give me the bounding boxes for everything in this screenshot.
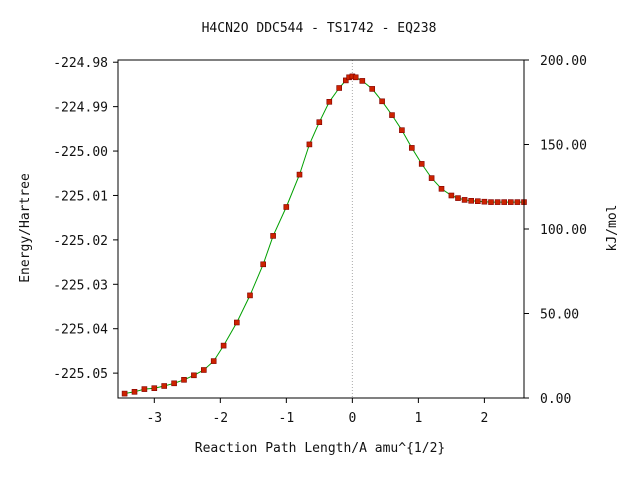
x-tick-label: 2 — [480, 411, 488, 426]
data-point — [141, 386, 148, 392]
data-point — [379, 98, 385, 105]
data-point — [161, 383, 167, 389]
data-point — [151, 385, 158, 392]
axis-ticks: -3 -2 -1 0 1 2 -224.98 -224.99 -225.00 -225.01 -22… — [53, 54, 587, 426]
y-axis-label: Energy/Hartree — [18, 173, 33, 283]
y-tick-label: -225.01 — [53, 189, 108, 204]
y-tick-label: -225.03 — [53, 278, 108, 293]
y2-tick-label: 50.00 — [540, 308, 579, 323]
x-tick-label: -3 — [146, 411, 162, 426]
y-tick-label: -224.98 — [53, 56, 108, 71]
data-point — [474, 198, 481, 204]
data-point — [494, 199, 501, 205]
series-line — [124, 75, 524, 395]
data-point — [121, 390, 128, 397]
data-point — [455, 195, 461, 201]
y2-tick-label: 100.00 — [540, 223, 587, 238]
data-point — [488, 199, 494, 205]
y-tick-label: -224.99 — [53, 101, 108, 116]
y2-tick-label: 0.00 — [540, 392, 571, 407]
plot-frame — [117, 59, 525, 399]
y2-tick-label: 150.00 — [540, 139, 587, 154]
y-tick-label: -225.02 — [53, 234, 108, 249]
data-point — [326, 99, 333, 105]
data-point — [201, 367, 207, 373]
chart-title: H4CN2O DDC544 - TS1742 - EQ238 — [202, 21, 437, 36]
data-point — [283, 204, 290, 210]
data-point — [191, 372, 197, 379]
data-point — [408, 145, 415, 151]
data-point — [438, 186, 445, 192]
x-tick-label: 1 — [414, 411, 422, 426]
data-point — [131, 388, 138, 395]
data-point — [220, 342, 227, 349]
data-point — [306, 141, 313, 148]
y2-tick-label: 200.00 — [540, 54, 587, 69]
data-point — [359, 78, 366, 84]
data-point — [399, 127, 405, 133]
data-point — [481, 198, 488, 205]
data-point — [247, 292, 253, 299]
data-point — [514, 199, 521, 205]
x-tick-label: 0 — [348, 411, 356, 426]
data-series — [121, 73, 527, 397]
y2-axis-label: kJ/mol — [605, 205, 620, 252]
data-point — [501, 199, 508, 205]
data-point — [171, 380, 177, 387]
data-point — [418, 161, 425, 167]
x-tick-label: -2 — [212, 411, 228, 426]
data-point — [448, 192, 455, 199]
data-point — [507, 199, 514, 205]
data-point — [352, 74, 359, 81]
y-tick-label: -225.04 — [53, 323, 108, 338]
data-point — [260, 261, 267, 268]
data-point — [316, 119, 323, 125]
y-tick-label: -225.05 — [53, 367, 108, 382]
data-point — [296, 171, 303, 178]
data-point — [369, 86, 376, 92]
data-point — [270, 233, 276, 239]
x-tick-label: -1 — [279, 411, 295, 426]
y-tick-label: -225.00 — [53, 145, 108, 160]
data-point — [468, 198, 475, 204]
data-point — [428, 175, 435, 181]
data-point — [342, 77, 349, 84]
data-point — [336, 85, 343, 91]
data-point — [461, 197, 468, 203]
data-point — [210, 358, 217, 364]
data-point — [389, 112, 395, 118]
data-point — [181, 376, 187, 383]
x-axis-label: Reaction Path Length/A amu^{1/2} — [195, 441, 445, 456]
data-point — [234, 319, 240, 326]
